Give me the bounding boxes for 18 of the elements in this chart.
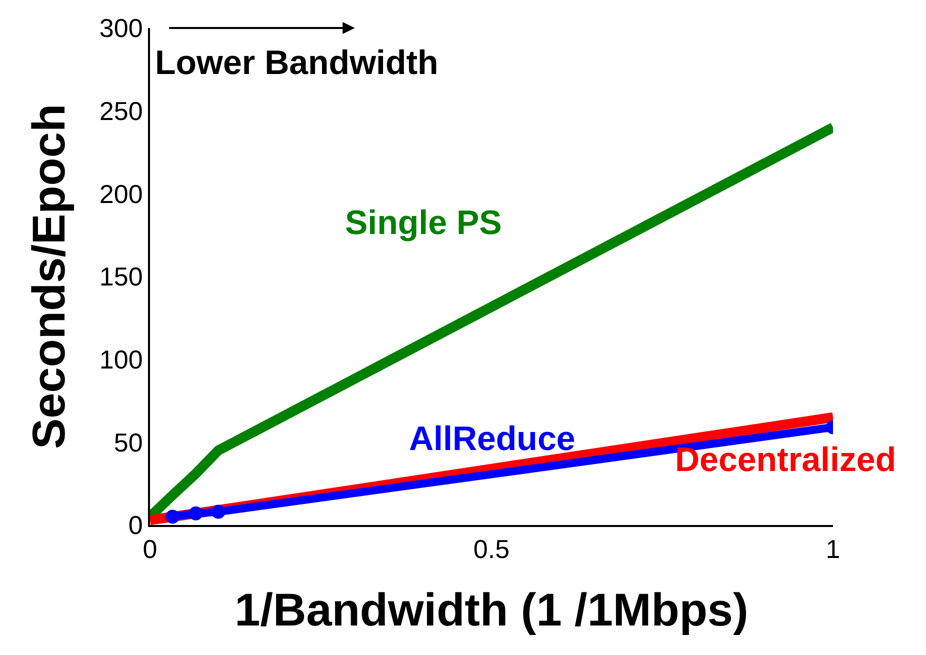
point — [166, 510, 180, 524]
point — [211, 504, 226, 519]
y-tick-label: 0 — [128, 510, 143, 540]
x-tick-label: 0.5 — [473, 534, 510, 564]
y-tick-label: 100 — [99, 344, 143, 374]
annotation: Lower Bandwidth — [155, 44, 438, 82]
point — [188, 506, 203, 520]
y-tick-label: 300 — [99, 13, 143, 44]
y-tick-label: 50 — [114, 427, 143, 458]
x-axis-title: 1/Bandwidth (1 /1Mbps) — [234, 583, 748, 636]
series-label: Single PS — [345, 204, 502, 242]
y-tick-label: 200 — [99, 178, 143, 209]
y-axis-title: Seconds/Epoch — [22, 104, 74, 450]
y-tick-label: 250 — [99, 96, 143, 126]
series-label: Decentralized — [675, 441, 896, 479]
y-tick-label: 150 — [99, 262, 143, 292]
x-tick-label: 1 — [826, 534, 840, 564]
series-label: AllReduce — [409, 420, 576, 458]
